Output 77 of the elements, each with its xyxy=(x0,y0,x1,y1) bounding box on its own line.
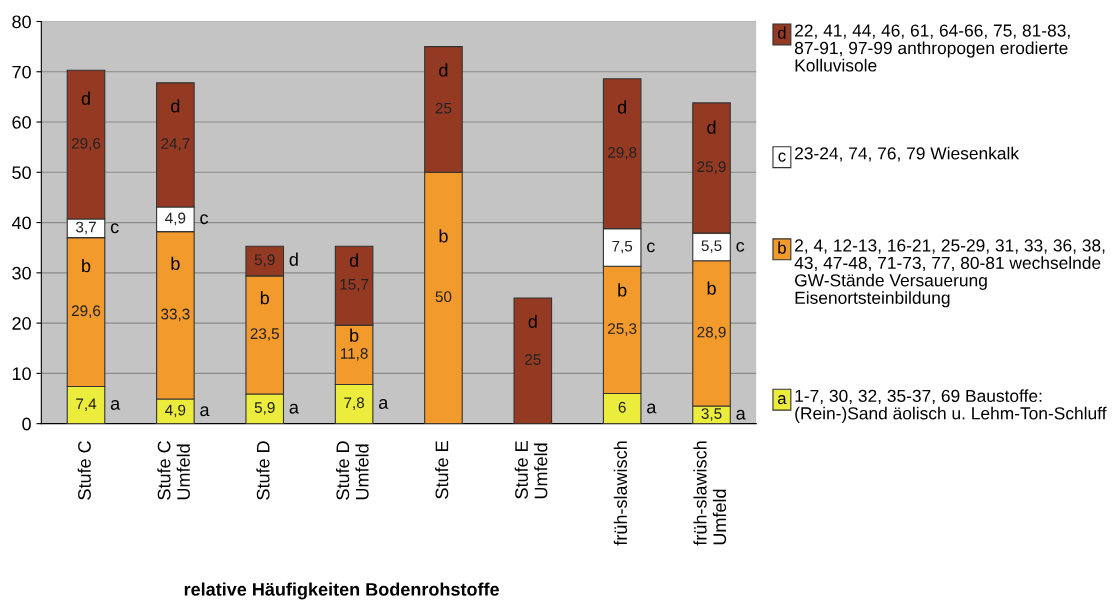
text: d xyxy=(289,252,298,266)
text: a xyxy=(647,403,657,414)
data-label: 28,9 xyxy=(697,326,726,340)
text: a xyxy=(200,406,210,417)
text: b xyxy=(778,241,786,254)
text: b xyxy=(171,256,180,270)
text: c xyxy=(778,152,786,162)
data-label: 4,9 xyxy=(165,212,186,226)
y-tick-label: 30 xyxy=(12,266,31,280)
x-tick-label: Stufe E Umfeld xyxy=(514,441,548,499)
data-label: 50 xyxy=(435,291,452,303)
annotation: b xyxy=(82,259,91,273)
data-label: 3,5 xyxy=(701,408,722,421)
data-label: 24,7 xyxy=(161,138,190,151)
text: c xyxy=(647,242,655,253)
x-tick-label: Stufe C xyxy=(77,441,91,500)
legend-label: 1-7, 30, 32, 35-37, 69 Baustoffe: (Rein-)Sand äolisch u. Lehm-Ton-Schluff xyxy=(795,389,1107,423)
data-label: 29,6 xyxy=(71,137,101,151)
data-label: 29,6 xyxy=(71,305,101,318)
annotation: c xyxy=(110,223,119,234)
legend-label: 22, 41, 44, 46, 61, 64-66, 75, 81-83, 87-91, 97-99 anthropogen erodierte Kolluvisole xyxy=(794,24,1070,72)
legend-label: 23-24, 74, 76, 79 Wiesenkalk xyxy=(795,146,1020,162)
data-label: 7,5 xyxy=(612,240,633,254)
text: a xyxy=(777,395,787,405)
text: d xyxy=(528,314,537,328)
legend-label: 2, 4, 12-13, 16-21, 25-29, 31, 33, 36, 38, 43, 47-48, 71-73, 77, 80-81 wechselnde GW-Stände Versauerung Eisenortsteinbildung xyxy=(794,239,1105,308)
x-tick-label: früh-slawisch Umfeld xyxy=(693,441,727,546)
data-label: 25 xyxy=(525,354,541,365)
y-tick-label: 20 xyxy=(12,317,31,330)
y-tick-label: 80 xyxy=(12,15,31,29)
text: b xyxy=(260,291,269,305)
text: d xyxy=(617,100,627,114)
data-label: 23,5 xyxy=(250,328,279,341)
text: a xyxy=(736,409,746,420)
data-label: 15,7 xyxy=(340,279,369,292)
text: c xyxy=(736,241,745,252)
data-label: 6 xyxy=(618,401,626,413)
text: d xyxy=(707,120,716,134)
y-tick-label: 70 xyxy=(12,65,31,79)
text: d xyxy=(777,26,786,39)
text: b xyxy=(439,229,448,243)
text: c xyxy=(200,214,209,225)
data-label: 4,9 xyxy=(165,404,186,418)
x-axis-title: relative Häufigkeiten Bodenrohstoffe xyxy=(184,582,499,600)
text: b xyxy=(618,283,627,297)
data-label: 25 xyxy=(435,102,452,114)
text: b xyxy=(350,328,359,342)
y-tick-label: 10 xyxy=(12,367,31,381)
text: b xyxy=(707,281,716,295)
x-tick-label: früh-slawisch xyxy=(613,441,628,546)
data-label: 29,8 xyxy=(608,146,637,160)
x-tick-label: Stufe D Umfeld xyxy=(335,441,369,500)
y-tick-label: 40 xyxy=(11,216,31,230)
text: a xyxy=(289,403,299,414)
text: d xyxy=(171,99,180,113)
data-label: 33,3 xyxy=(161,308,190,322)
data-label: 3,7 xyxy=(75,221,96,235)
data-label: 25,9 xyxy=(697,161,726,174)
annotation: d xyxy=(81,91,90,105)
y-tick-label: 60 xyxy=(12,115,31,129)
annotation: a xyxy=(110,400,121,410)
data-label: 5,5 xyxy=(701,240,722,253)
data-label: 5,9 xyxy=(254,402,275,415)
text: d xyxy=(349,253,358,267)
text: a xyxy=(378,399,389,409)
y-tick-label: 50 xyxy=(12,166,31,180)
data-label: 5,9 xyxy=(254,254,275,267)
data-label: 7,8 xyxy=(344,397,365,410)
x-tick-label: Stufe D xyxy=(256,441,270,500)
bar xyxy=(513,297,553,424)
data-label: 11,8 xyxy=(340,348,368,361)
x-tick-label: Stufe C Umfeld xyxy=(157,441,190,500)
x-tick-label: Stufe E xyxy=(435,441,449,499)
text: d xyxy=(439,63,448,77)
data-label: 25,3 xyxy=(608,323,637,336)
y-tick-label: 0 xyxy=(22,417,31,431)
data-label: 7,4 xyxy=(76,398,97,411)
